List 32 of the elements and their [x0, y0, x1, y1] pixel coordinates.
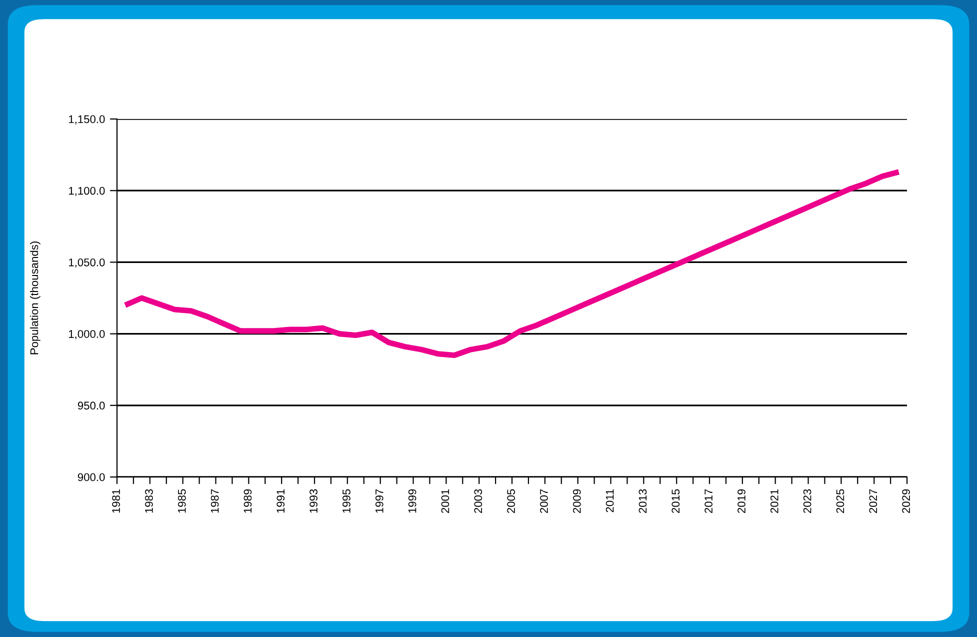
x-tick-label: 2013 [638, 489, 647, 513]
x-tick-label: 2009 [572, 489, 581, 513]
y-tick-label: 1,150.0 [68, 115, 105, 124]
y-tick-label: 900.0 [78, 473, 105, 482]
y-tick-label: 1,100.0 [68, 186, 105, 196]
x-tick-label: 2011 [606, 489, 614, 512]
x-tick-label: 2029 [902, 489, 910, 513]
x-tick-label: 2003 [474, 489, 482, 513]
x-tick-label: 2007 [540, 489, 548, 513]
y-axis-title: Population (thousands) [30, 242, 40, 354]
x-tick-label: 1997 [375, 489, 384, 513]
x-tick-label: 2025 [836, 489, 844, 513]
x-tick-label: 2017 [704, 489, 712, 513]
y-tick-label: 950.0 [78, 402, 105, 410]
x-tick-label: 2019 [738, 489, 746, 513]
x-tick-label: 1981 [112, 489, 120, 513]
x-tick-label: 2021 [770, 489, 778, 513]
x-tick-label: 1991 [276, 489, 285, 513]
x-tick-label: 2005 [507, 489, 515, 513]
x-tick-label: 2027 [869, 489, 878, 513]
x-tick-label: 1985 [178, 489, 186, 513]
x-tick-label: 2015 [672, 489, 680, 513]
y-tick-label: 1,000.0 [68, 330, 105, 340]
x-tick-label: 2023 [803, 489, 812, 513]
x-tick-label: 1987 [210, 489, 219, 513]
x-tick-label: 1995 [342, 489, 350, 513]
x-tick-label: 1989 [244, 489, 252, 513]
y-tick-label: 1,050.0 [68, 258, 105, 268]
x-tick-label: 1993 [310, 489, 318, 513]
x-tick-label: 1983 [145, 489, 153, 513]
x-tick-label: 1999 [408, 489, 416, 513]
x-tick-label: 2001 [441, 489, 450, 513]
